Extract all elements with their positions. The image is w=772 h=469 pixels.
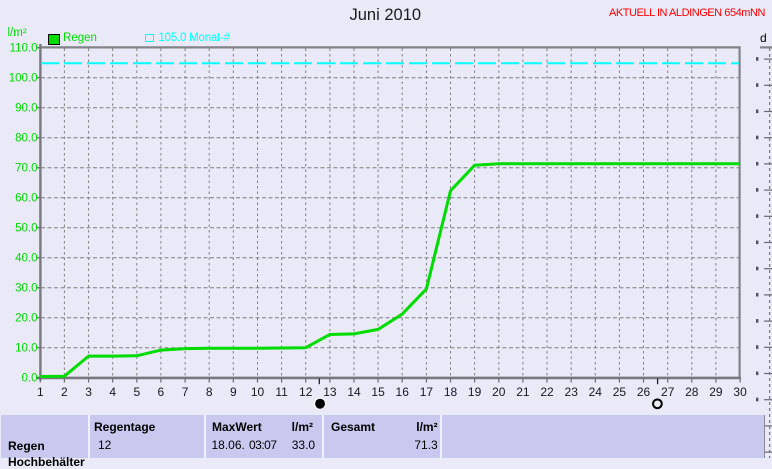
svg-text:70.0: 70.0	[15, 163, 37, 175]
svg-text:10: 10	[251, 385, 265, 399]
svg-text:11: 11	[275, 385, 288, 399]
svg-text:13: 13	[323, 385, 337, 399]
svg-text:100.0: 100.0	[9, 73, 38, 85]
svg-text:0.0: 0.0	[22, 373, 38, 385]
svg-text:1: 1	[37, 385, 44, 399]
svg-text:23: 23	[565, 385, 579, 399]
svg-text:15: 15	[371, 385, 385, 399]
svg-text:20.0: 20.0	[15, 313, 37, 325]
svg-text:4: 4	[109, 385, 116, 399]
svg-text:21: 21	[516, 385, 530, 399]
svg-text:12: 12	[299, 385, 313, 399]
svg-text:10.0: 10.0	[15, 343, 37, 355]
svg-text:110.0: 110.0	[10, 43, 38, 55]
svg-text:17: 17	[420, 385, 434, 399]
svg-text:80.0: 80.0	[15, 133, 37, 145]
svg-text:9: 9	[230, 385, 237, 399]
svg-text:14: 14	[347, 385, 361, 399]
svg-text:50.0: 50.0	[15, 223, 37, 235]
svg-text:22: 22	[540, 385, 554, 399]
svg-text:24: 24	[589, 385, 603, 399]
svg-text:60.0: 60.0	[15, 193, 37, 205]
svg-text:18: 18	[444, 385, 458, 399]
svg-text:5: 5	[133, 385, 140, 399]
svg-text:30.0: 30.0	[15, 283, 37, 295]
svg-text:6: 6	[158, 385, 165, 399]
svg-text:7: 7	[182, 385, 189, 399]
svg-text:8: 8	[206, 385, 213, 399]
svg-text:25: 25	[613, 385, 627, 399]
svg-text:30: 30	[733, 385, 747, 399]
svg-text:40.0: 40.0	[15, 253, 37, 265]
svg-text:19: 19	[468, 385, 482, 399]
svg-text:16: 16	[396, 385, 410, 399]
svg-text:26: 26	[637, 385, 651, 399]
svg-text:20: 20	[492, 385, 506, 399]
svg-text:90.0: 90.0	[15, 103, 37, 115]
svg-text:2: 2	[61, 385, 68, 399]
svg-text:3: 3	[85, 385, 92, 399]
svg-text:29: 29	[709, 385, 723, 399]
svg-text:28: 28	[685, 385, 699, 399]
svg-text:27: 27	[661, 385, 675, 399]
